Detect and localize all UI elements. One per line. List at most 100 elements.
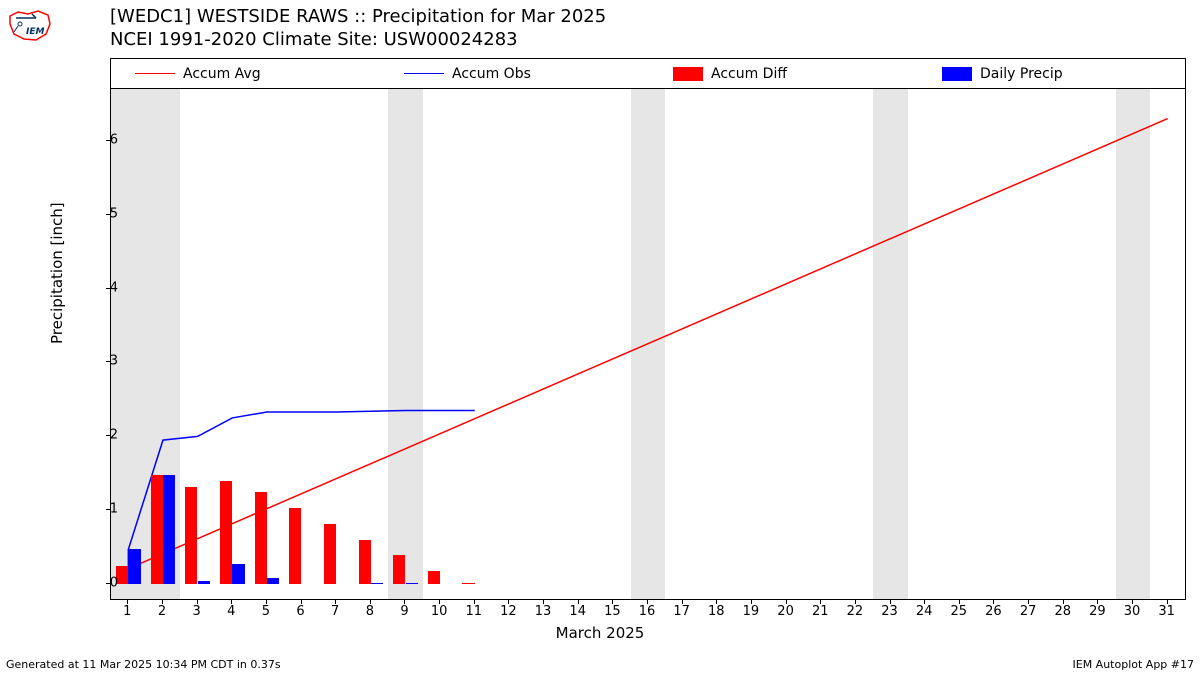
line-overlay xyxy=(111,89,1185,599)
legend: Accum Avg Accum Obs Accum Diff Daily Precip xyxy=(110,58,1186,88)
xtick-mark xyxy=(682,600,683,604)
xtick-mark xyxy=(1167,600,1168,604)
xtick-mark xyxy=(786,600,787,604)
xtick-label: 4 xyxy=(227,604,235,619)
legend-item: Accum Diff xyxy=(673,66,787,82)
xtick-label: 28 xyxy=(1054,604,1071,619)
xtick-label: 11 xyxy=(465,604,482,619)
xtick-mark xyxy=(578,600,579,604)
legend-label: Accum Obs xyxy=(452,66,531,82)
xtick-label: 26 xyxy=(985,604,1002,619)
xtick-label: 27 xyxy=(1020,604,1037,619)
y-axis-label: Precipitation [inch] xyxy=(48,202,66,344)
xtick-mark xyxy=(508,600,509,604)
xtick-mark xyxy=(959,600,960,604)
ytick-mark xyxy=(106,140,110,141)
legend-swatch xyxy=(942,67,972,81)
ytick-label: 4 xyxy=(88,280,118,295)
xtick-label: 8 xyxy=(366,604,374,619)
xtick-mark xyxy=(370,600,371,604)
ytick-label: 2 xyxy=(88,428,118,443)
xtick-label: 20 xyxy=(777,604,794,619)
ytick-mark xyxy=(106,509,110,510)
xtick-label: 5 xyxy=(262,604,270,619)
xtick-label: 29 xyxy=(1089,604,1106,619)
xtick-label: 9 xyxy=(400,604,408,619)
bar-daily-precip xyxy=(371,583,383,584)
ytick-label: 6 xyxy=(88,132,118,147)
xtick-mark xyxy=(197,600,198,604)
chart-title: [WEDC1] WESTSIDE RAWS :: Precipitation f… xyxy=(110,6,606,51)
legend-swatch xyxy=(673,67,703,81)
xtick-label: 1 xyxy=(123,604,131,619)
footer-app: IEM Autoplot App #17 xyxy=(1073,658,1195,671)
bar-accum-diff xyxy=(185,487,197,585)
xtick-mark xyxy=(1063,600,1064,604)
bar-accum-diff xyxy=(428,571,440,584)
ytick-mark xyxy=(106,435,110,436)
xtick-mark xyxy=(1132,600,1133,604)
xtick-mark xyxy=(647,600,648,604)
bar-accum-diff xyxy=(393,555,405,585)
xtick-label: 6 xyxy=(296,604,304,619)
xtick-mark xyxy=(543,600,544,604)
xtick-label: 7 xyxy=(331,604,339,619)
ytick-label: 1 xyxy=(88,502,118,517)
xtick-label: 24 xyxy=(916,604,933,619)
xtick-label: 2 xyxy=(158,604,166,619)
bar-daily-precip xyxy=(198,581,210,585)
xtick-mark xyxy=(890,600,891,604)
xtick-mark xyxy=(1028,600,1029,604)
line-accum-obs xyxy=(128,411,474,566)
ytick-mark xyxy=(106,214,110,215)
xtick-mark xyxy=(716,600,717,604)
bar-daily-precip xyxy=(163,475,175,584)
xtick-label: 18 xyxy=(708,604,725,619)
line-accum-avg xyxy=(128,119,1167,569)
legend-swatch xyxy=(404,73,444,74)
title-line-2: NCEI 1991-2020 Climate Site: USW00024283 xyxy=(110,29,606,52)
ytick-mark xyxy=(106,583,110,584)
xtick-mark xyxy=(266,600,267,604)
xtick-mark xyxy=(439,600,440,604)
xtick-mark xyxy=(231,600,232,604)
xtick-mark xyxy=(751,600,752,604)
xtick-mark xyxy=(612,600,613,604)
xtick-label: 10 xyxy=(431,604,448,619)
plot-area xyxy=(110,88,1186,600)
bar-accum-diff xyxy=(151,475,163,584)
x-axis-label: March 2025 xyxy=(0,624,1200,642)
bar-daily-precip xyxy=(406,583,418,584)
bar-daily-precip xyxy=(128,549,140,584)
xtick-label: 25 xyxy=(951,604,968,619)
ytick-mark xyxy=(106,288,110,289)
title-line-1: [WEDC1] WESTSIDE RAWS :: Precipitation f… xyxy=(110,6,606,29)
xtick-label: 21 xyxy=(812,604,829,619)
xtick-mark xyxy=(474,600,475,604)
xtick-mark xyxy=(855,600,856,604)
xtick-label: 30 xyxy=(1124,604,1141,619)
legend-item: Accum Avg xyxy=(135,66,261,82)
bar-accum-diff xyxy=(220,481,232,584)
xtick-mark xyxy=(162,600,163,604)
xtick-mark xyxy=(924,600,925,604)
xtick-label: 3 xyxy=(192,604,200,619)
legend-item: Daily Precip xyxy=(942,66,1063,82)
ytick-mark xyxy=(106,361,110,362)
xtick-label: 16 xyxy=(639,604,656,619)
svg-text:IEM: IEM xyxy=(26,27,44,37)
xtick-label: 19 xyxy=(743,604,760,619)
legend-label: Accum Avg xyxy=(183,66,261,82)
xtick-mark xyxy=(993,600,994,604)
footer-generated: Generated at 11 Mar 2025 10:34 PM CDT in… xyxy=(6,658,281,671)
iem-logo: IEM xyxy=(6,6,54,46)
bar-accum-diff xyxy=(324,524,336,585)
xtick-mark xyxy=(404,600,405,604)
ytick-label: 3 xyxy=(88,354,118,369)
ytick-label: 0 xyxy=(88,576,118,591)
xtick-label: 12 xyxy=(500,604,517,619)
legend-item: Accum Obs xyxy=(404,66,531,82)
xtick-label: 13 xyxy=(535,604,552,619)
xtick-mark xyxy=(301,600,302,604)
bar-accum-diff xyxy=(462,583,474,584)
